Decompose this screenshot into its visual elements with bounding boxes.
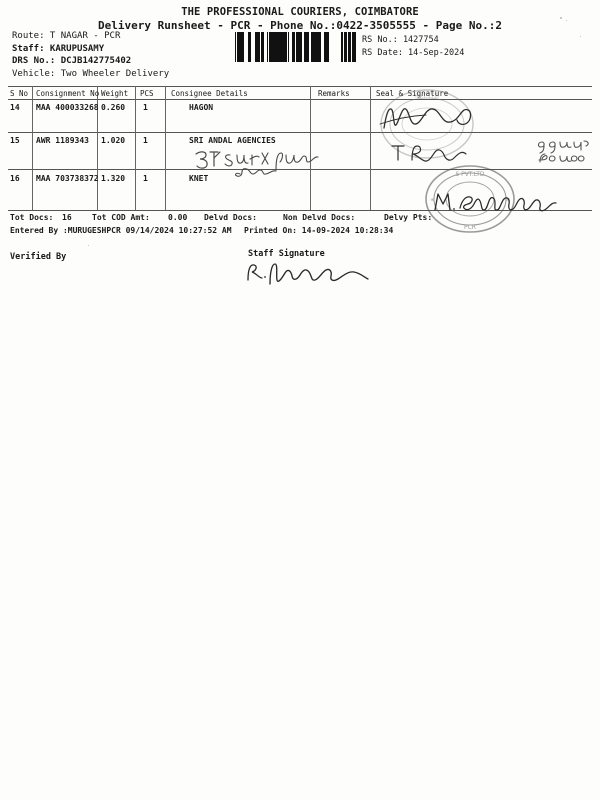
staff-signature-ink	[244, 258, 384, 288]
table-rule-header	[8, 99, 592, 100]
column-header-s-no: S No	[10, 89, 29, 98]
table-row: 1.020	[101, 136, 126, 145]
table-rule-row15	[8, 169, 592, 170]
round-rubber-stamp: S PVT.LTD PCR * *	[422, 163, 518, 235]
table-row: MAA 703738372	[36, 174, 99, 183]
scan-speck	[566, 20, 567, 21]
drs-no-field: DRS No.: DCJB142775402	[12, 56, 132, 66]
svg-text:S PVT.LTD: S PVT.LTD	[455, 171, 484, 178]
table-rule-row14	[8, 132, 592, 133]
table-row: SRI ANDAL AGENCIES	[189, 136, 276, 145]
handwritten-signature-row15	[388, 140, 478, 166]
tot-cod-amt-label: Tot COD Amt:	[92, 213, 150, 222]
table-row: 1	[143, 174, 148, 183]
col-divider-3	[135, 86, 136, 210]
column-header-consignee-details: Consignee Details	[171, 89, 248, 98]
table-rule-top	[8, 86, 592, 87]
table-row: HAGON	[189, 103, 214, 112]
col-divider-1	[32, 86, 33, 210]
tot-docs-label: Tot Docs:	[10, 213, 54, 222]
table-row: MAA 400033268	[36, 103, 99, 112]
barcode-image	[232, 32, 356, 62]
table-row: 1.320	[101, 174, 126, 183]
tot-docs-value: 16	[62, 213, 72, 222]
non-delvd-docs-label: Non Delvd Docs:	[283, 213, 356, 222]
svg-text:*: *	[506, 197, 510, 205]
scan-speck	[580, 36, 581, 37]
rs-date-field: RS Date: 14-Sep-2024	[362, 48, 465, 58]
route-field: Route: T NAGAR - PCR	[12, 31, 121, 41]
handwritten-note-row15	[192, 148, 342, 178]
staff-signature-label: Staff Signature	[248, 249, 325, 259]
staff-field: Staff: KARUPUSAMY	[12, 44, 105, 54]
tot-cod-amt-value: 0.00	[168, 213, 188, 222]
col-divider-6	[370, 86, 371, 210]
col-divider-5	[310, 86, 311, 210]
handwritten-signature-row14	[378, 100, 488, 134]
table-row: 1	[143, 103, 148, 112]
column-header-weight: Weight	[101, 89, 129, 98]
entered-by-text: Entered By :MURUGESHPCR 09/14/2024 10:27…	[10, 226, 232, 235]
handwritten-margin-note	[536, 138, 596, 166]
column-header-seal-signature: Seal & Signature	[376, 89, 449, 98]
table-row: KNET	[189, 174, 209, 183]
delvy-pts-label: Delvy Pts:	[384, 213, 433, 222]
table-row: 1	[143, 136, 148, 145]
col-divider-2	[97, 86, 98, 210]
company-title: THE PROFESSIONAL COURIERS, COIMBATORE	[181, 6, 419, 18]
table-rule-row16	[8, 210, 592, 211]
table-row: 14	[10, 103, 20, 112]
column-header-consignment-no: Consignment No	[36, 89, 100, 98]
verified-by-label: Verified By	[10, 252, 67, 262]
table-row: 0.260	[101, 103, 126, 112]
column-header-pcs: PCS	[140, 89, 154, 98]
svg-text:PCR: PCR	[464, 224, 476, 231]
delvd-docs-label: Delvd Docs:	[204, 213, 257, 222]
table-row: 16	[10, 174, 20, 183]
scan-speck	[88, 245, 89, 246]
printed-on-text: Printed On: 14-09-2024 10:28:34	[244, 226, 394, 235]
table-row: 15	[10, 136, 20, 145]
column-header-remarks: Remarks	[318, 89, 350, 98]
svg-text:*: *	[430, 197, 434, 205]
vehicle-field: Vehicle: Two Wheeler Delivery	[12, 69, 170, 79]
document-subtitle: Delivery Runsheet - PCR - Phone No.:0422…	[98, 19, 502, 32]
scan-speck	[560, 17, 562, 19]
col-divider-4	[165, 86, 166, 210]
table-row: AWR 1189343	[36, 136, 89, 145]
rs-no-field: RS No.: 1427754	[362, 35, 439, 45]
